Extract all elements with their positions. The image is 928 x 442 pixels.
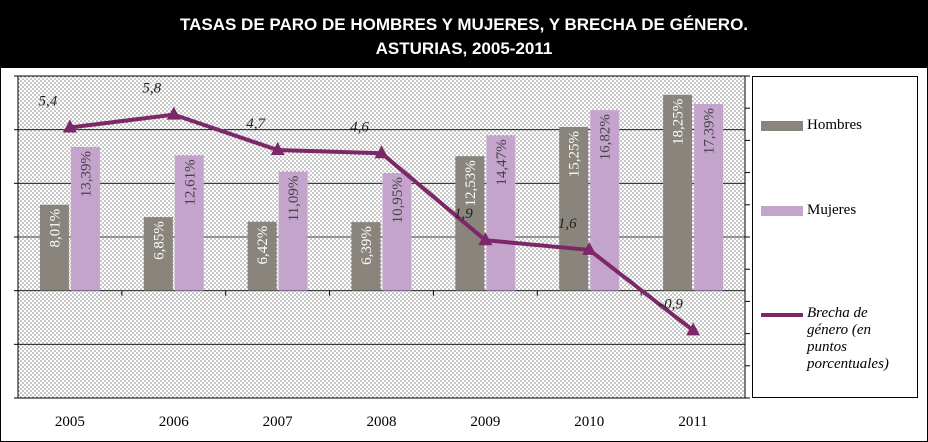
title-bar bbox=[0, 0, 928, 68]
bar-value-label: 16,82% bbox=[598, 114, 614, 160]
bar-value-label: 8,01% bbox=[47, 209, 63, 248]
x-tick-label: 2007 bbox=[263, 414, 294, 430]
legend-item: Brecha de género (en puntos porcentuales… bbox=[761, 305, 907, 373]
chart-subtitle: ASTURIAS, 2005-2011 bbox=[376, 39, 553, 58]
legend-label: Hombres bbox=[807, 117, 862, 133]
bar bbox=[174, 155, 204, 291]
bar-value-label: 12,53% bbox=[463, 160, 479, 206]
bar bbox=[559, 126, 589, 291]
bar-value-label: 12,61% bbox=[182, 159, 198, 205]
line-marker bbox=[686, 322, 701, 336]
bar bbox=[247, 221, 277, 291]
legend-item: Hombres bbox=[761, 117, 862, 134]
bar-value-label: 6,42% bbox=[255, 226, 271, 265]
bar-value-label: 18,25% bbox=[671, 99, 687, 145]
line-value-label: 1,9 bbox=[454, 206, 473, 222]
x-tick-label: 2009 bbox=[470, 414, 500, 430]
line-value-label: -0,9 bbox=[659, 296, 683, 312]
legend-item: Mujeres bbox=[761, 202, 856, 219]
bar-value-label: 10,95% bbox=[390, 177, 406, 223]
line-marker bbox=[478, 232, 493, 246]
line-value-label: 1,6 bbox=[558, 216, 577, 232]
line-value-label: 4,7 bbox=[246, 116, 266, 132]
bar-value-label: 6,39% bbox=[359, 226, 375, 265]
line-value-label: 5,8 bbox=[142, 81, 161, 97]
legend-swatch bbox=[761, 121, 803, 131]
line-value-label: 4,6 bbox=[350, 119, 369, 135]
bar-value-label: 6,85% bbox=[151, 221, 167, 260]
legend: Hombres Mujeres Brecha de género (en punto… bbox=[752, 76, 918, 398]
legend-label: Brecha de género (en puntos porcentuales… bbox=[807, 305, 889, 372]
x-tick-label: 2010 bbox=[574, 414, 604, 430]
line-marker bbox=[374, 145, 389, 159]
bar-value-label: 14,47% bbox=[494, 139, 510, 185]
x-tick-label: 2011 bbox=[678, 414, 707, 430]
line-value-label: 5,4 bbox=[39, 94, 58, 110]
bar bbox=[486, 135, 516, 291]
legend-swatch bbox=[761, 313, 803, 317]
bar bbox=[143, 217, 173, 291]
chart-title: TASAS DE PARO DE HOMBRES Y MUJERES, Y BR… bbox=[180, 15, 748, 34]
x-tick-label: 2008 bbox=[367, 414, 397, 430]
line-marker bbox=[582, 241, 597, 255]
line-marker bbox=[166, 106, 181, 120]
x-tick-label: 2005 bbox=[55, 414, 85, 430]
bar-value-label: 11,09% bbox=[286, 176, 302, 222]
bar bbox=[70, 146, 100, 291]
legend-label: Mujeres bbox=[807, 202, 857, 218]
bar bbox=[351, 222, 381, 291]
bar bbox=[382, 173, 412, 291]
bar bbox=[455, 156, 485, 291]
bar bbox=[39, 204, 69, 291]
bar-value-label: 13,39% bbox=[78, 151, 94, 197]
bar bbox=[278, 171, 308, 291]
bar-value-label: 17,39% bbox=[702, 108, 718, 154]
bar-value-label: 15,25% bbox=[567, 131, 583, 177]
line-marker bbox=[270, 142, 285, 156]
x-tick-label: 2006 bbox=[159, 414, 190, 430]
line-marker bbox=[62, 119, 77, 133]
bar bbox=[663, 94, 693, 291]
legend-swatch bbox=[761, 206, 803, 216]
bar bbox=[694, 104, 724, 291]
